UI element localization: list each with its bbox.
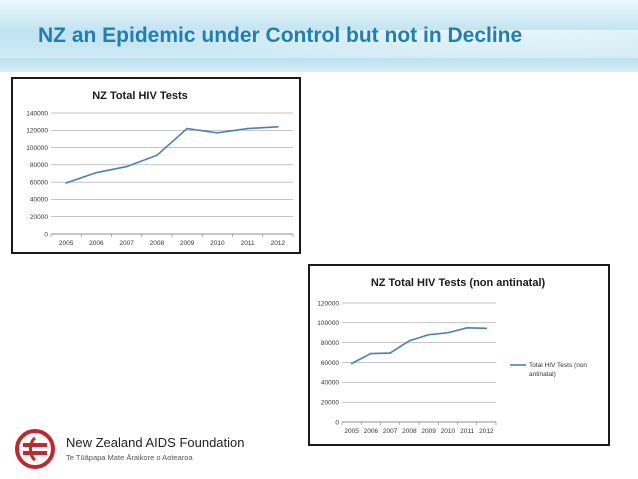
data-point [350, 362, 353, 365]
data-point [95, 171, 98, 174]
org-subtitle: Te Tūāpapa Mate Āraikore o Aotearoa [66, 453, 193, 462]
chart-non-antinatal-svg: NZ Total HIV Tests (non antinatal) 0 20000… [317, 277, 587, 435]
y-tick-label: 80000 [321, 340, 339, 347]
chart-non-antinatal-hiv-tests: NZ Total HIV Tests (non antinatal) 0 20000… [308, 264, 610, 446]
y-tick-label: 80000 [30, 162, 48, 169]
data-point [216, 132, 219, 134]
y-tick-label: 120000 [26, 128, 48, 135]
y-tick-label: 140000 [26, 110, 48, 117]
x-tick-label: 2011 [241, 240, 255, 247]
data-point [125, 165, 128, 168]
data-point [277, 126, 279, 128]
chart-title: NZ Total HIV Tests [92, 90, 188, 102]
data-point [427, 333, 430, 336]
y-tick-label: 60000 [321, 360, 339, 367]
x-tick-label: 2005 [344, 428, 359, 435]
x-tick-label: 2012 [479, 428, 494, 435]
legend-label-line: antinatal) [529, 371, 556, 378]
y-tick-label: 20000 [321, 399, 339, 406]
x-tick-label: 2010 [210, 240, 225, 247]
y-tick-label: 100000 [317, 320, 339, 327]
x-tick-label: 2009 [421, 428, 436, 435]
chart-total-hiv-tests-svg: NZ Total HIV Tests 0 20000 40000 60000 80000 1… [26, 90, 294, 247]
data-point [186, 127, 188, 130]
header-banner [0, 0, 638, 74]
y-tick-label: 0 [44, 231, 48, 238]
x-tick-label: 2011 [460, 428, 474, 435]
legend-label: Total HIV Tests (non antinatal) [529, 362, 587, 378]
y-tick-label: 40000 [30, 197, 48, 204]
chart-title: NZ Total HIV Tests (non antinatal) [371, 277, 546, 289]
x-tick-label: 2007 [119, 240, 134, 247]
data-point [408, 339, 411, 342]
x-tick-label: 2010 [441, 428, 456, 435]
x-tick-label: 2007 [383, 428, 398, 435]
x-tick-label: 2006 [89, 240, 104, 247]
data-point [466, 326, 468, 329]
data-point [485, 327, 488, 330]
y-tick-label: 20000 [30, 214, 48, 221]
series-line [65, 126, 278, 184]
x-tick-label: 2005 [59, 240, 74, 247]
naf-circle-logo-icon [15, 429, 55, 469]
data-point [389, 352, 391, 354]
x-tick-label: 2009 [180, 240, 195, 247]
y-tick-label: 100000 [26, 145, 48, 152]
y-tick-label: 0 [335, 419, 339, 426]
slide-title: NZ an Epidemic under Control but not in … [38, 24, 523, 47]
data-point [447, 331, 449, 334]
series-line [351, 326, 487, 365]
x-tick-label: 2006 [364, 428, 379, 435]
y-tick-label: 60000 [30, 179, 48, 186]
data-point [156, 154, 158, 157]
naf-logo: New Zealand AIDS Foundation Te Tūāpapa M… [14, 428, 245, 472]
data-point [246, 127, 249, 130]
org-name: New Zealand AIDS Foundation [66, 435, 245, 450]
header-wave-shadow [0, 58, 638, 72]
chart-total-hiv-tests: NZ Total HIV Tests 0 20000 40000 60000 80000 1… [11, 77, 301, 254]
x-tick-label: 2012 [271, 240, 286, 247]
x-tick-label: 2008 [402, 428, 417, 435]
header-wave [0, 30, 638, 74]
y-tick-label: 120000 [317, 300, 339, 307]
legend-label-line: Total HIV Tests (non [529, 362, 587, 369]
data-point [65, 182, 67, 184]
x-tick-label: 2008 [150, 240, 165, 247]
y-tick-label: 40000 [321, 380, 339, 387]
data-point [370, 352, 372, 355]
